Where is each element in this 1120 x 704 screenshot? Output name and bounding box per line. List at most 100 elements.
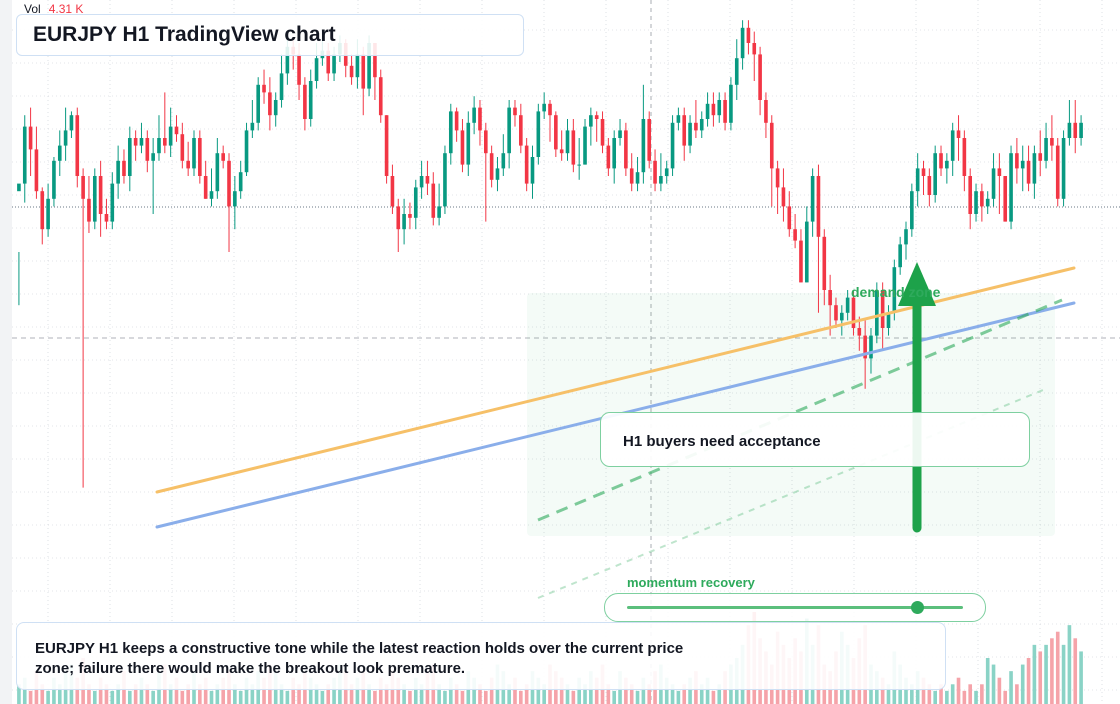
candle-body <box>378 77 383 116</box>
candle-body <box>478 107 482 131</box>
candle-body <box>839 312 844 321</box>
candle-body <box>1020 160 1025 169</box>
candle-body <box>98 176 103 214</box>
volume-bar <box>145 684 150 704</box>
volume-bar <box>198 684 202 704</box>
candle-body <box>769 122 774 169</box>
candle-body <box>629 168 634 184</box>
candle-body <box>758 54 762 100</box>
candle-body <box>956 130 961 138</box>
dashed-support-line <box>537 298 1063 522</box>
candle-body <box>396 206 401 230</box>
candle-body <box>268 92 272 116</box>
candle-body <box>618 130 622 138</box>
volume-bar <box>460 690 465 704</box>
candle-body <box>933 153 937 195</box>
candle-body <box>367 43 371 89</box>
volume-bar <box>168 684 173 704</box>
candle-body <box>425 176 430 184</box>
volume-bar <box>1044 644 1048 704</box>
chart-title: EURJPY H1 TradingView chart <box>33 23 336 46</box>
candle-body <box>466 122 471 165</box>
volume-bar <box>559 677 564 704</box>
volume-bar <box>1032 644 1037 704</box>
volume-bar <box>980 684 984 704</box>
volume-bar <box>1009 671 1013 704</box>
volume-bar <box>40 684 45 704</box>
candle-body <box>87 198 91 222</box>
candle-body <box>390 176 395 207</box>
volume-bar <box>1003 690 1008 704</box>
volume-bar <box>448 677 453 704</box>
candle-body <box>1032 153 1037 184</box>
volume-bar <box>291 677 296 704</box>
volume-bar <box>326 684 331 704</box>
volume-bar <box>373 690 377 704</box>
candle-body <box>408 214 412 218</box>
volume-bar <box>635 690 640 704</box>
candle-body <box>729 84 733 123</box>
volume-bar <box>437 684 441 704</box>
candle-body <box>851 297 856 328</box>
volume-bar <box>209 690 214 704</box>
candle-body <box>898 244 902 268</box>
candle-body <box>186 160 190 169</box>
chart-title-box: EURJPY H1 TradingView chart <box>16 14 524 56</box>
candle-body <box>962 138 967 176</box>
candle-body <box>495 168 500 180</box>
volume-bar <box>28 690 33 704</box>
candle-body <box>688 122 692 146</box>
candle-body <box>384 115 389 176</box>
volume-bar <box>968 684 973 704</box>
candle-body <box>869 335 873 359</box>
candle-body <box>1009 153 1013 222</box>
candle-body <box>670 122 675 169</box>
volume-bar <box>378 677 383 704</box>
volume-bar <box>139 677 144 704</box>
candle-body <box>507 107 511 154</box>
volume-bar <box>1020 664 1025 704</box>
candle-body <box>548 103 552 116</box>
candle-body <box>997 168 1002 176</box>
volume-bar <box>180 690 185 704</box>
volume-bar <box>664 677 669 704</box>
candle-body <box>606 145 611 169</box>
candle-body <box>180 134 185 161</box>
candle-body <box>828 290 832 306</box>
volume-bar <box>962 690 967 704</box>
commentary-box: EURJPY H1 keeps a constructive tone whil… <box>16 622 946 690</box>
candle-body <box>734 58 739 85</box>
candle-body <box>664 168 669 176</box>
candle-body <box>1015 153 1019 169</box>
volume-bar <box>647 684 652 704</box>
candle-body <box>361 54 366 89</box>
candle-body <box>857 328 862 336</box>
candle-body <box>863 335 867 359</box>
buyers-callout: H1 buyers need acceptance <box>600 412 1030 467</box>
candle-body <box>804 221 809 283</box>
volume-bar <box>927 684 932 704</box>
candle-body <box>915 168 920 192</box>
volume-bar <box>1050 638 1054 704</box>
candle-body <box>612 138 617 169</box>
volume-bar <box>933 690 937 704</box>
volume-bar <box>670 684 675 704</box>
volume-bar <box>367 684 371 704</box>
candle-body <box>519 115 523 146</box>
volume-bar <box>950 684 955 704</box>
candle-body <box>974 191 978 214</box>
candle-body <box>332 54 336 74</box>
volume-bar <box>489 677 494 704</box>
volume-bar <box>355 677 360 704</box>
candle-body <box>740 27 745 59</box>
volume-bar <box>419 684 424 704</box>
candle-body <box>723 100 727 123</box>
candle-body <box>886 312 891 328</box>
candle-body <box>1038 153 1043 161</box>
candle-body <box>92 176 97 222</box>
volume-bar <box>991 664 996 704</box>
volume-bar <box>577 677 581 704</box>
volume-bar <box>1015 684 1019 704</box>
buyers-callout-text: H1 buyers need acceptance <box>623 433 821 450</box>
